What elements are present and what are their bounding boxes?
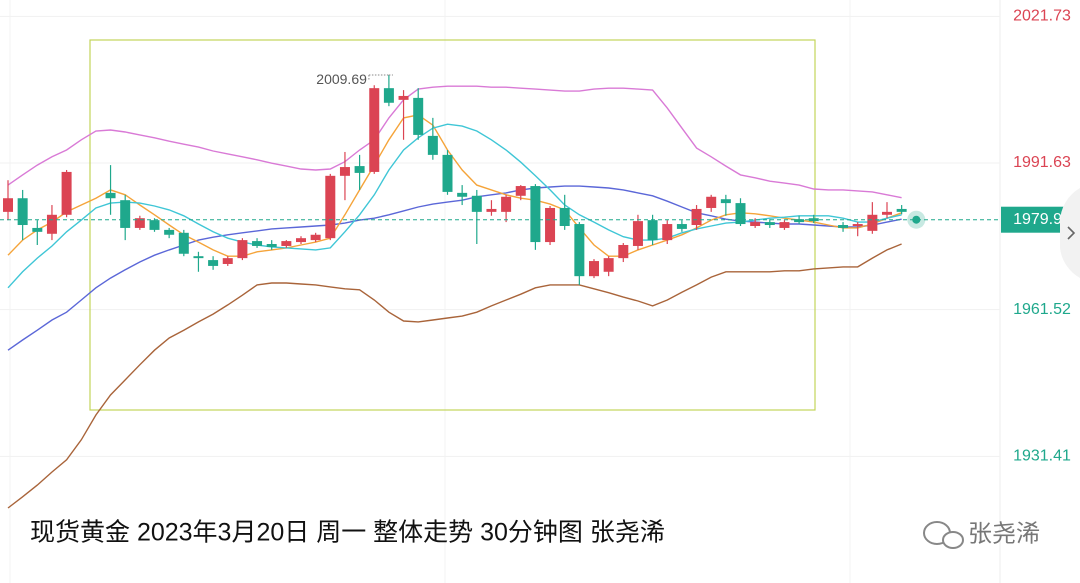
candle-body [208,260,219,266]
candle-body [706,196,717,208]
candle-body [501,196,512,212]
candle-body [486,208,497,212]
candle-body [574,224,585,277]
candle-body [413,97,424,135]
watermark-icon [923,521,964,549]
candle-body [222,258,233,264]
candle-body [662,224,673,241]
candle-body [193,256,204,259]
candle-body [794,219,805,223]
indicator-line [7,123,902,289]
indicator-lines [7,85,902,509]
candle-body [149,220,160,230]
indicator-line [7,85,902,199]
indicator-line [7,243,902,509]
candle-body [398,95,409,100]
candle-body [281,241,292,246]
candle-body [457,192,468,197]
candle-body [32,227,43,232]
candle-body [266,244,277,247]
candle-body [252,241,263,246]
candle-body [17,198,28,226]
candle-body [515,186,526,196]
candle-body [383,88,394,103]
grid [0,15,1000,457]
candle-body [442,154,453,192]
scroll-arrow [1067,226,1076,240]
candle-body [838,225,849,228]
indicator-line [7,114,902,257]
candle-body [691,208,702,226]
y-tick-label: 2021.73 [1013,8,1071,25]
candle-body [559,207,570,226]
candle-body [720,199,731,204]
candle-body [237,240,248,259]
scroll-button[interactable] [1060,188,1080,278]
y-tick-label: 1991.63 [1013,154,1071,171]
high-label: 2009.69 [316,71,367,87]
candle-body [852,224,863,226]
candle-body [896,208,907,212]
candle-body [676,224,687,229]
y-tick-label: 1961.52 [1013,301,1071,318]
candle-body [339,167,350,176]
candle-body [735,203,746,225]
last-price-label: 1979.99 [1013,211,1071,228]
candle-body [779,222,790,228]
watermark: 张尧浠 [968,520,1040,547]
candle-body [632,221,643,246]
high-leader [368,74,393,82]
candle-body [867,214,878,231]
candle-body [647,220,658,241]
candle-body [325,175,336,239]
candle-body [310,234,321,241]
last-price-dot [912,215,921,224]
candle-body [589,261,599,277]
candle-body [354,166,365,173]
candle-body [618,244,629,259]
candle-body [178,232,189,254]
candle-body [545,207,556,243]
indicator-line [7,185,902,351]
candle-body [427,135,438,155]
candles [3,75,907,285]
candle-body [164,229,175,235]
candle-body [764,222,775,226]
candle-body [296,238,306,243]
candle-body [369,88,380,172]
candle-body [120,200,131,228]
candle-body [882,211,892,215]
candle-body [46,214,57,234]
candle-body [105,192,116,199]
candle-body [750,222,761,226]
candle-body [530,186,541,243]
y-tick-label: 1931.41 [1013,448,1071,465]
candle-body [603,258,614,272]
candle-body [61,171,72,215]
candle-body [471,195,482,212]
candle-body [3,198,13,212]
caption: 现货黄金 2023年3月20日 周一 整体走势 30分钟图 张尧浠 [30,519,665,547]
candle-body [134,218,145,228]
